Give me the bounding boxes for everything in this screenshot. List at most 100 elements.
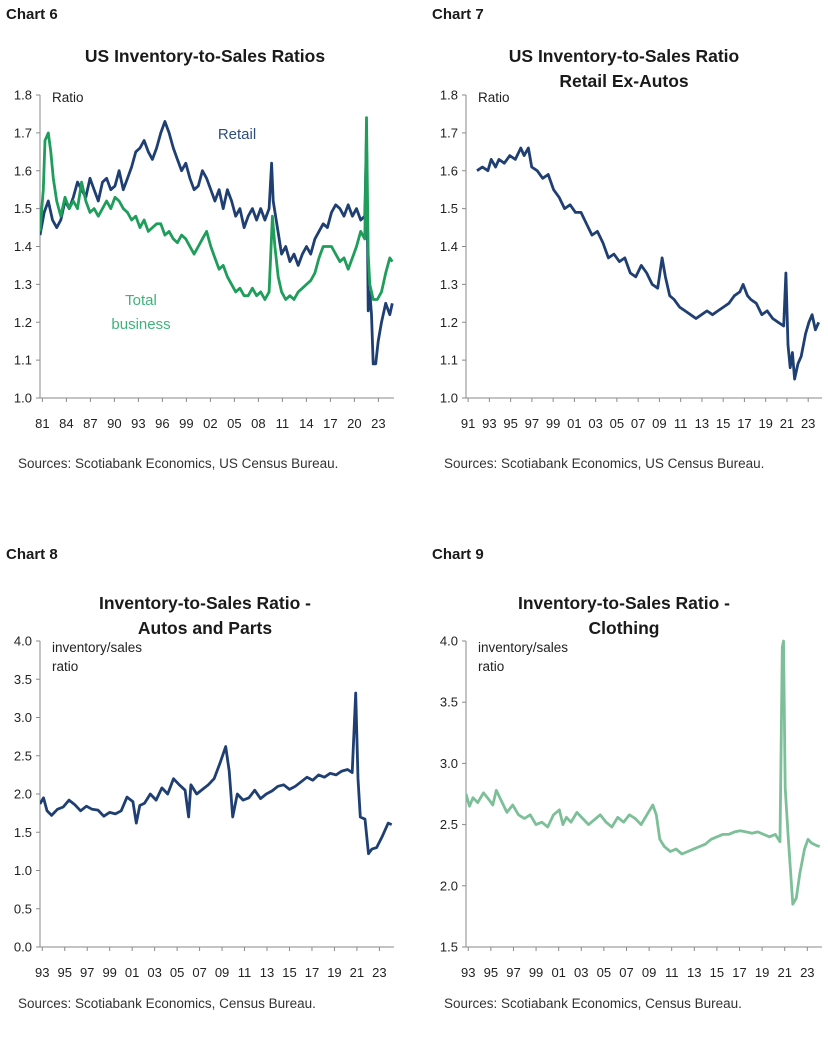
chart-label: Chart 7	[432, 6, 484, 23]
x-tick-label: 23	[800, 965, 814, 980]
y-tick-label: 1.2	[14, 315, 32, 330]
y-tick-label: 4.0	[440, 634, 458, 649]
x-tick-label: 05	[610, 416, 624, 431]
y-tick-label: 1.0	[14, 391, 32, 406]
x-tick-label: 91	[461, 416, 475, 431]
x-tick-label: 03	[147, 965, 161, 980]
x-tick-label: 09	[642, 965, 656, 980]
chart-panel-9: Chart 9 Inventory-to-Sales Ratio - Cloth…	[414, 540, 828, 1052]
chart-label: Chart 8	[6, 546, 58, 563]
y-tick-label: 1.5	[14, 201, 32, 216]
x-tick-label: 05	[227, 416, 241, 431]
x-tick-label: 95	[484, 965, 498, 980]
x-tick-label: 09	[215, 965, 229, 980]
chart-plot: 4.0 3.5 3.0 2.5 2.0 1.5 1.0 0.5 0.093 95 97 99 01 03 0…	[14, 634, 394, 980]
y-unit-label: Ratio	[52, 90, 84, 105]
x-tick-label: 87	[83, 416, 97, 431]
x-tick-label: 11	[276, 416, 290, 431]
y-tick-label: 0.0	[14, 940, 32, 955]
x-tick-label: 17	[305, 965, 319, 980]
x-tick-label: 14	[299, 416, 313, 431]
chart-panel-8: Chart 8 Inventory-to-Sales Ratio - Autos…	[0, 540, 414, 1052]
x-tick-label: 07	[192, 965, 206, 980]
x-tick-label: 23	[801, 416, 815, 431]
x-tick-label: 99	[179, 416, 193, 431]
x-tick-label: 90	[107, 416, 121, 431]
y-tick-label: 1.5	[440, 940, 458, 955]
x-tick-label: 05	[170, 965, 184, 980]
series-line-0	[40, 120, 394, 366]
x-tick-label: 03	[574, 965, 588, 980]
x-tick-label: 95	[503, 416, 517, 431]
x-tick-label: 21	[780, 416, 794, 431]
y-unit-label: inventory/sales	[478, 640, 568, 655]
y-unit-label-2: ratio	[52, 659, 78, 674]
x-tick-label: 01	[125, 965, 139, 980]
x-tick-label: 17	[323, 416, 337, 431]
chart-label: Chart 6	[6, 6, 58, 23]
y-tick-label: 2.0	[14, 787, 32, 802]
chart-subtitle: Retail Ex-Autos	[559, 71, 689, 91]
x-tick-label: 02	[203, 416, 217, 431]
chart-source: Sources: Scotiabank Economics, Census Bu…	[18, 996, 316, 1011]
x-tick-label: 21	[350, 965, 364, 980]
x-tick-label: 97	[80, 965, 94, 980]
series-annotation: business	[111, 316, 170, 333]
y-tick-label: 2.5	[14, 748, 32, 763]
y-tick-label: 3.5	[14, 672, 32, 687]
y-tick-label: 1.3	[14, 277, 32, 292]
x-tick-label: 93	[35, 965, 49, 980]
chart-title: Inventory-to-Sales Ratio -	[518, 593, 730, 613]
y-tick-label: 0.5	[14, 901, 32, 916]
chart-subtitle: Clothing	[588, 618, 660, 638]
x-tick-label: 13	[687, 965, 701, 980]
y-tick-label: 1.0	[440, 391, 458, 406]
y-tick-label: 1.7	[14, 125, 32, 140]
y-tick-label: 1.0	[14, 863, 32, 878]
x-tick-label: 01	[551, 965, 565, 980]
chart-source: Sources: Scotiabank Economics, Census Bu…	[444, 996, 742, 1011]
x-tick-label: 93	[482, 416, 496, 431]
chart-source: Sources: Scotiabank Economics, US Census…	[18, 456, 339, 471]
x-tick-label: 93	[461, 965, 475, 980]
x-tick-label: 08	[251, 416, 265, 431]
chart-panel-7: Chart 7 US Inventory-to-Sales Ratio Reta…	[414, 0, 828, 512]
y-tick-label: 1.8	[14, 88, 32, 103]
series-line-1	[40, 116, 394, 301]
chart-panel-6: Chart 6 US Inventory-to-Sales Ratios 1.8…	[0, 0, 414, 512]
y-tick-label: 1.5	[440, 201, 458, 216]
series-line-0	[466, 639, 821, 906]
x-tick-label: 07	[619, 965, 633, 980]
y-tick-label: 1.7	[440, 125, 458, 140]
x-tick-label: 97	[506, 965, 520, 980]
x-tick-label: 93	[131, 416, 145, 431]
x-tick-label: 07	[631, 416, 645, 431]
series-line-0	[476, 146, 820, 381]
x-tick-label: 23	[372, 965, 386, 980]
y-tick-label: 3.0	[14, 710, 32, 725]
y-tick-label: 4.0	[14, 634, 32, 649]
chart-source: Sources: Scotiabank Economics, US Census…	[444, 456, 765, 471]
y-tick-label: 3.0	[440, 756, 458, 771]
x-tick-label: 17	[737, 416, 751, 431]
x-tick-label: 17	[732, 965, 746, 980]
y-tick-label: 1.2	[440, 315, 458, 330]
x-tick-label: 11	[238, 965, 252, 980]
chart-plot: 1.8 1.7 1.6 1.5 1.4 1.3 1.2 1.1 1.091 93 95 97 99 01 0…	[440, 88, 822, 431]
x-tick-label: 20	[347, 416, 361, 431]
y-unit-label: Ratio	[478, 90, 510, 105]
x-tick-label: 15	[716, 416, 730, 431]
x-tick-label: 19	[327, 965, 341, 980]
x-tick-label: 01	[567, 416, 581, 431]
x-tick-label: 15	[282, 965, 296, 980]
x-tick-label: 13	[260, 965, 274, 980]
y-tick-label: 1.6	[440, 163, 458, 178]
y-tick-label: 2.5	[440, 817, 458, 832]
chart-title: US Inventory-to-Sales Ratios	[84, 46, 326, 66]
x-tick-label: 13	[695, 416, 709, 431]
x-tick-label: 84	[59, 416, 73, 431]
series-annotation: Total	[125, 292, 157, 309]
x-tick-label: 09	[652, 416, 666, 431]
x-tick-label: 96	[155, 416, 169, 431]
chart-plot: 1.8 1.7 1.6 1.5 1.4 1.3 1.2 1.1 1.081 84 87 90 93 96 9…	[14, 88, 394, 431]
